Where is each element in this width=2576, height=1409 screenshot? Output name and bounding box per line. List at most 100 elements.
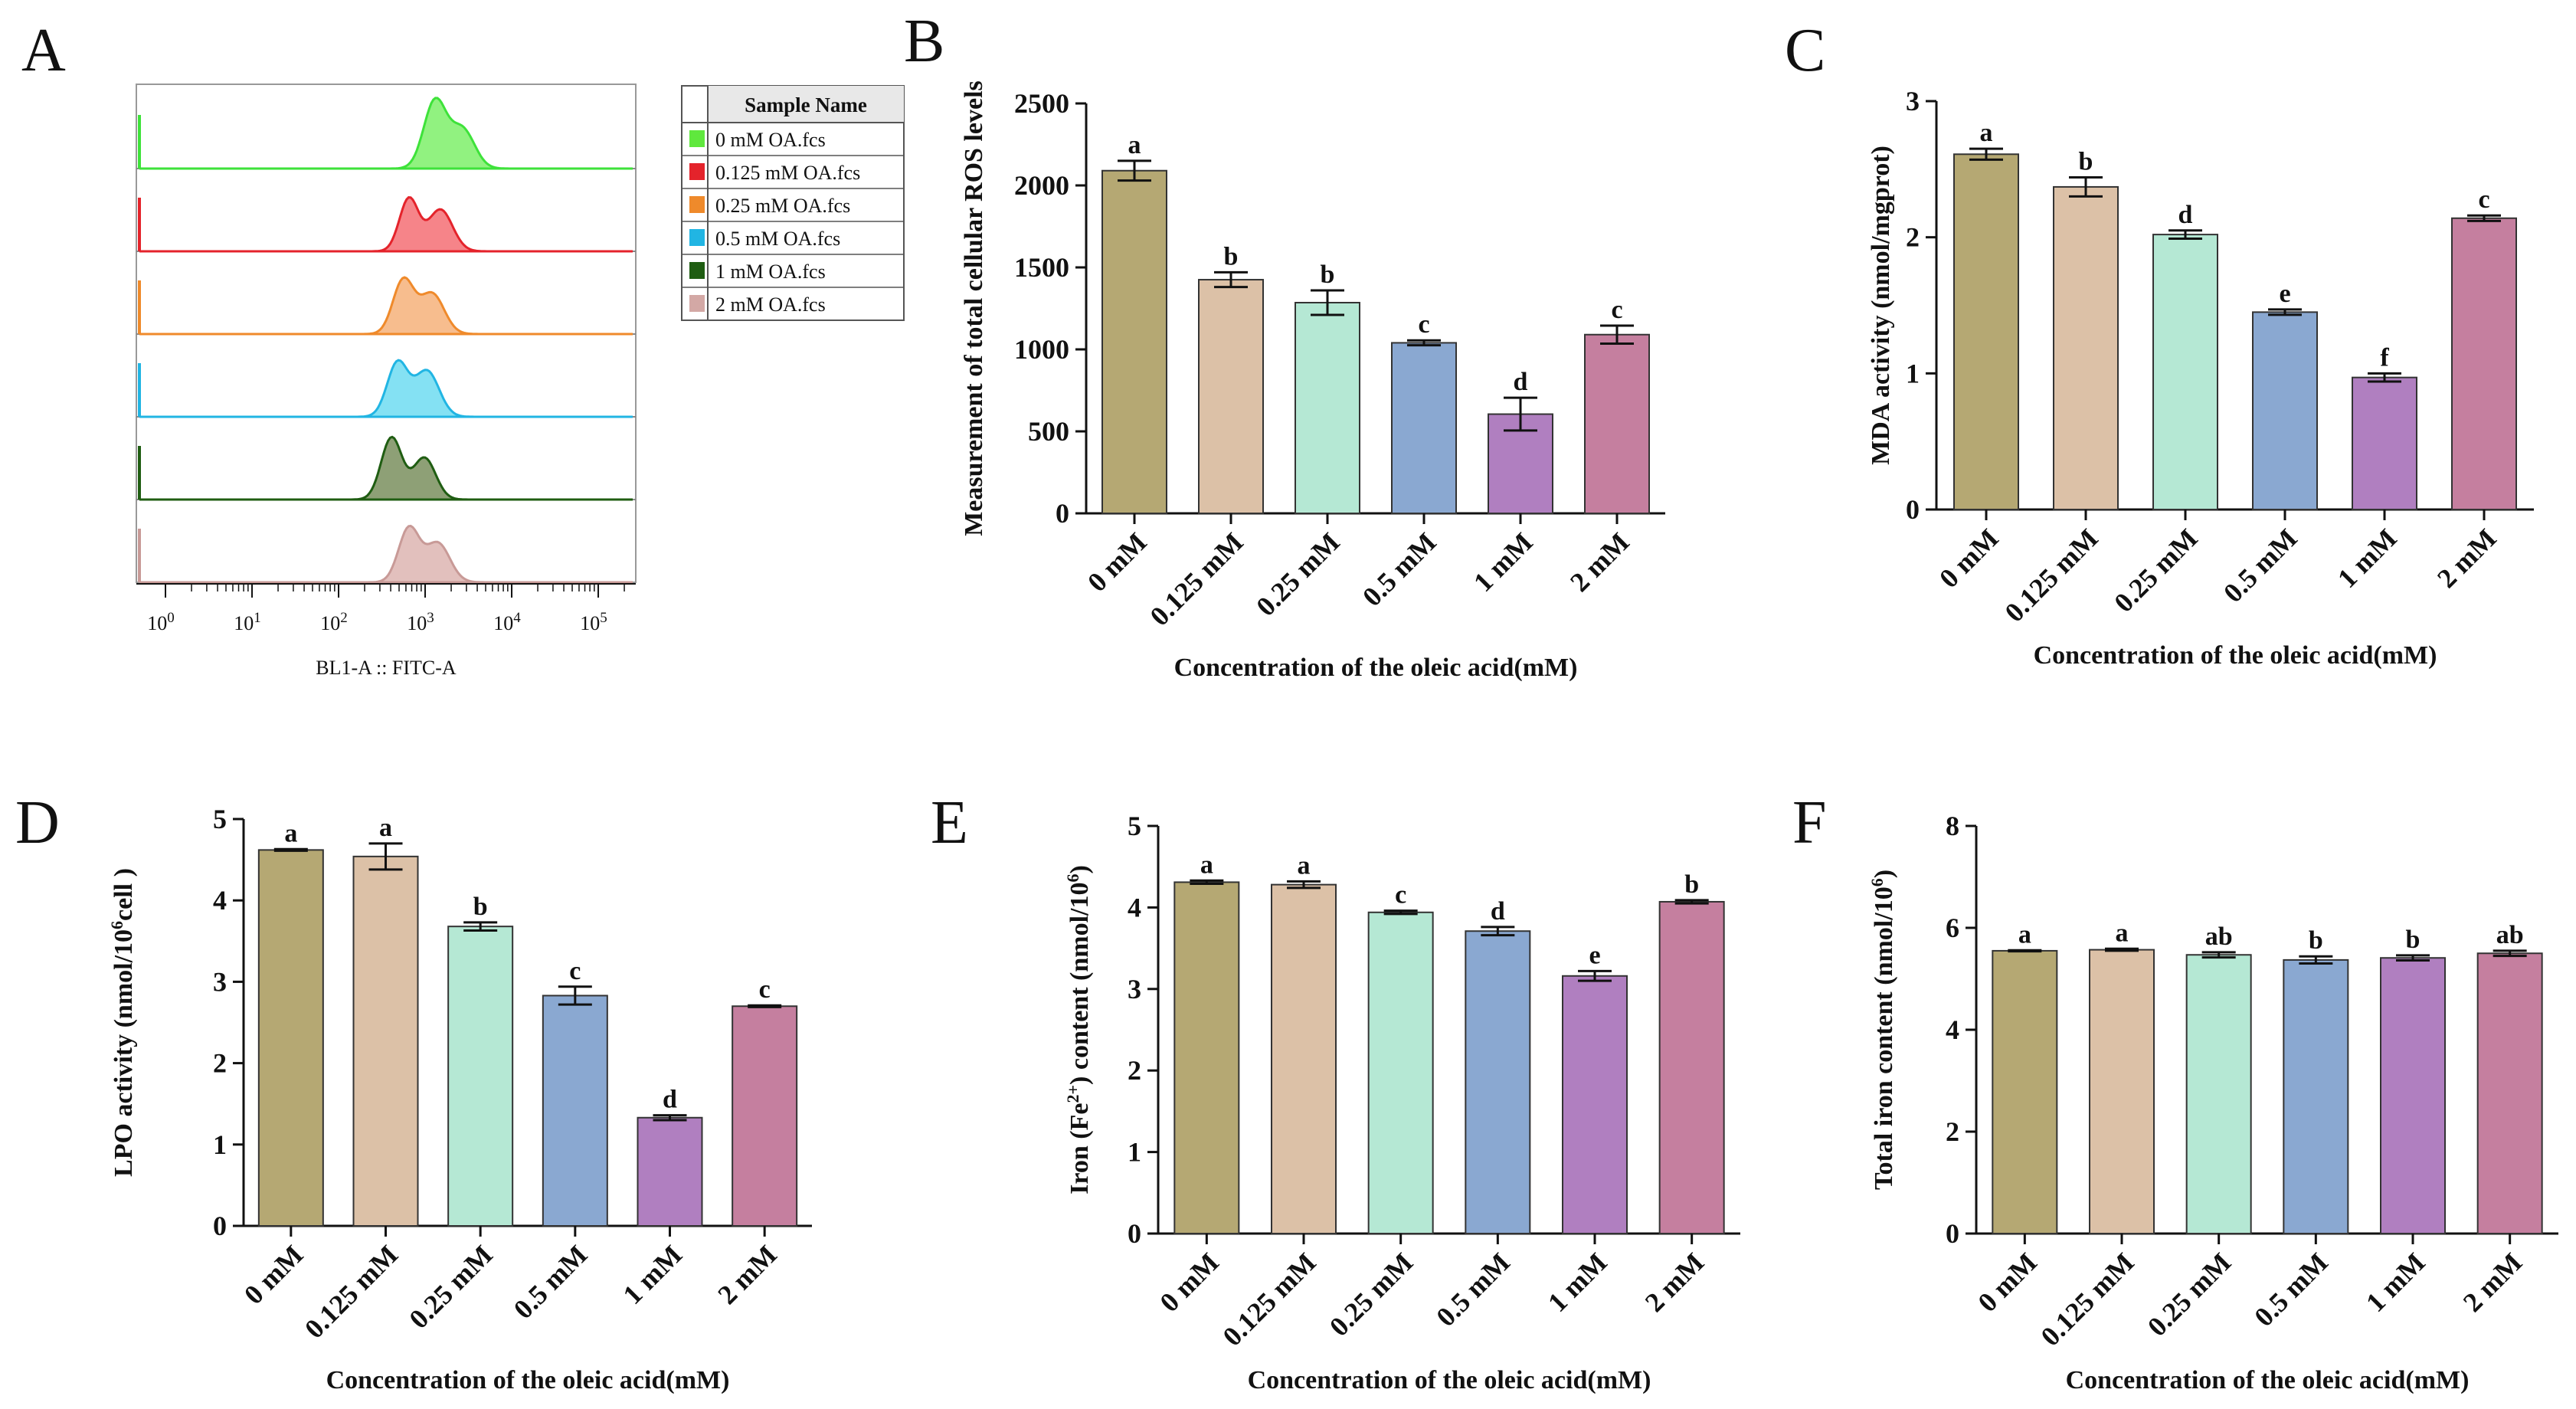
significance-letter: d [663, 1086, 677, 1114]
bar [732, 1005, 798, 1227]
y-axis-title-superscript: 2+ [1063, 1085, 1082, 1103]
bar [637, 1116, 703, 1227]
bar [2152, 234, 2218, 510]
bar [2352, 376, 2417, 510]
significance-letter: b [1684, 870, 1699, 899]
y-tick-label: 6 [1946, 913, 1959, 943]
x-axis-title: Concentration of the oleic acid(mM) [2034, 641, 2437, 670]
category-label: 0.125 mM [299, 1239, 404, 1344]
flow-histogram-curve [139, 196, 633, 253]
flow-legend-label: 2 mM OA.fcs [715, 293, 826, 316]
bar [2380, 957, 2446, 1234]
flow-legend-label: 0.25 mM OA.fcs [715, 195, 850, 217]
flow-legend-swatch [689, 163, 705, 180]
flow-tick-label: 101 [234, 610, 261, 635]
x-axis-title: Concentration of the oleic acid(mM) [2066, 1366, 2470, 1394]
significance-letter: b [2309, 926, 2323, 955]
y-axis-title-superscript: 6 [1063, 874, 1082, 883]
flow-tick-exponent: 2 [340, 610, 348, 626]
y-tick-label: 3 [1128, 974, 1141, 1004]
flow-histogram-curve [139, 97, 633, 170]
flow-histogram-curve [139, 359, 633, 418]
bar [1101, 169, 1167, 515]
y-tick-label: 3 [1906, 86, 1920, 116]
y-axis-title-part: LPO activity (nmol/10 [110, 929, 138, 1177]
significance-letter: a [1980, 119, 1993, 147]
category-label: 2 mM [1564, 526, 1635, 598]
category-label: 0.5 mM [2248, 1247, 2334, 1332]
y-axis-title-part: cell ) [110, 868, 138, 921]
significance-letter: b [2406, 926, 2421, 954]
bar [1173, 881, 1240, 1235]
y-axis-title-superscript: 6 [1867, 878, 1887, 886]
lpo-bar-chart: 0 1 2 3 4 5 a 0 mM a 0.125 mM b 0.25 mM c 0.5 mM d 1 mM… [107, 804, 812, 1394]
y-axis-title-part: ) content (nmol/10 [1065, 883, 1094, 1085]
significance-letter: a [1200, 850, 1213, 879]
flow-tick-label: 104 [493, 610, 521, 635]
significance-letter: e [1589, 941, 1600, 969]
x-axis-title: Concentration of the oleic acid(mM) [1248, 1366, 1651, 1394]
bar [1584, 333, 1650, 514]
significance-letter: b [473, 893, 488, 921]
panel-letter-a: A [21, 17, 66, 84]
flow-tick-exponent: 5 [600, 610, 607, 626]
y-axis-title-part: ) [1065, 865, 1094, 873]
category-label: 0.25 mM [1250, 526, 1345, 621]
flow-legend-swatch [689, 196, 705, 213]
flow-legend-swatch [689, 295, 705, 312]
category-label: 0.5 mM [1357, 526, 1442, 612]
flow-x-axis-label: BL1-A :: FITC-A [316, 657, 457, 679]
significance-letter: ab [2496, 921, 2524, 949]
significance-letter: a [284, 819, 297, 847]
x-axis-title: Concentration of the oleic acid(mM) [1174, 654, 1578, 682]
bar [542, 994, 608, 1227]
bar [1992, 949, 2058, 1235]
flow-tick-exponent: 4 [513, 610, 521, 626]
y-tick-label: 3 [213, 966, 227, 997]
flow-tick-label: 100 [147, 610, 175, 635]
flow-tick-base: 10 [147, 612, 167, 634]
significance-letter: b [1224, 242, 1239, 270]
y-axis-title: MDA activity (nmol/mgprot) [1867, 146, 1895, 465]
significance-letter: c [1611, 296, 1622, 324]
category-label: 1 mM [1542, 1247, 1613, 1318]
y-axis-title-superscript: 6 [107, 921, 126, 929]
panel-letter-e: E [931, 789, 968, 857]
significance-letter: c [1418, 310, 1429, 339]
category-label: 0 mM [1082, 526, 1153, 598]
flow-tick-exponent: 1 [254, 610, 261, 626]
category-label: 0 mM [1972, 1247, 2043, 1318]
flow-tick-exponent: 0 [167, 610, 175, 626]
panel-letter-f: F [1792, 789, 1827, 857]
ros-bar-chart: 0 500 1000 1500 2000 2500 a 0 mM b 0.125 mM b 0.25 … [960, 80, 1665, 682]
category-label: 1 mM [1468, 526, 1539, 598]
category-label: 0.25 mM [2108, 523, 2203, 618]
significance-letter: a [1128, 131, 1141, 159]
significance-letter: b [2079, 147, 2093, 175]
flow-legend-label: 0.125 mM OA.fcs [715, 162, 860, 184]
category-label: 0.5 mM [1430, 1247, 1516, 1332]
bar [1367, 911, 1434, 1235]
significance-letter: a [2116, 919, 2129, 947]
flow-histogram-curve [139, 524, 633, 584]
flow-legend-label: 0 mM OA.fcs [715, 129, 826, 151]
y-tick-label: 4 [1946, 1014, 1959, 1045]
y-tick-label: 2500 [1014, 88, 1069, 119]
flow-tick-base: 10 [320, 612, 340, 634]
y-tick-label: 4 [213, 885, 227, 916]
category-label: 0 mM [238, 1239, 309, 1310]
flow-tick-base: 10 [493, 612, 513, 634]
y-tick-label: 2 [1946, 1116, 1959, 1147]
flow-tick-label: 103 [407, 610, 434, 635]
y-tick-label: 5 [1128, 811, 1141, 841]
significance-letter: c [1395, 881, 1406, 909]
bar [2053, 185, 2119, 510]
category-label: 0.125 mM [1144, 526, 1249, 631]
y-tick-label: 2 [1128, 1055, 1141, 1086]
y-tick-label: 500 [1028, 416, 1069, 447]
bar [1953, 153, 2019, 510]
y-tick-label: 0 [1128, 1218, 1141, 1249]
bar [1562, 975, 1628, 1234]
y-tick-label: 0 [1946, 1218, 1959, 1249]
